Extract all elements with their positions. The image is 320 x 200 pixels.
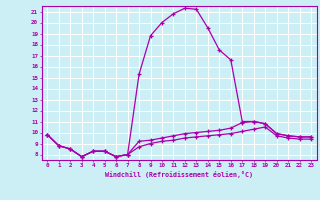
X-axis label: Windchill (Refroidissement éolien,°C): Windchill (Refroidissement éolien,°C) xyxy=(105,171,253,178)
